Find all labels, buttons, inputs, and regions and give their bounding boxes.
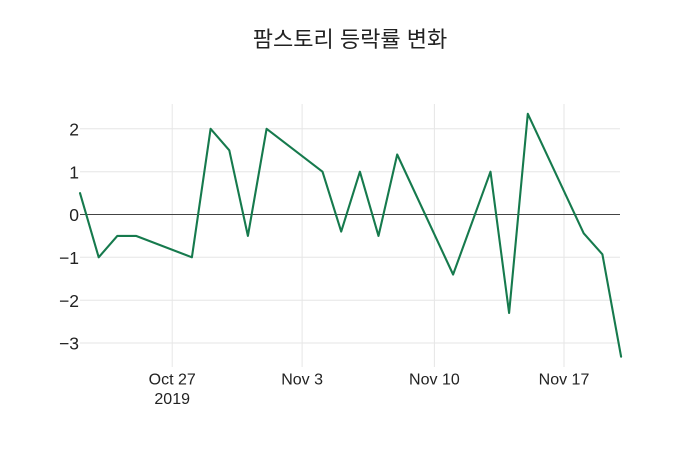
svg-text:Nov 10: Nov 10 xyxy=(409,372,460,389)
svg-text:2: 2 xyxy=(69,120,79,140)
svg-text:−3: −3 xyxy=(59,334,79,354)
svg-text:2019: 2019 xyxy=(154,391,190,408)
svg-text:0: 0 xyxy=(69,205,79,225)
svg-text:−1: −1 xyxy=(59,248,79,268)
svg-text:Nov 17: Nov 17 xyxy=(539,372,590,389)
svg-text:Nov 3: Nov 3 xyxy=(281,372,323,389)
svg-text:1: 1 xyxy=(69,162,79,182)
svg-text:Oct 27: Oct 27 xyxy=(149,372,196,389)
svg-text:−2: −2 xyxy=(59,291,79,311)
